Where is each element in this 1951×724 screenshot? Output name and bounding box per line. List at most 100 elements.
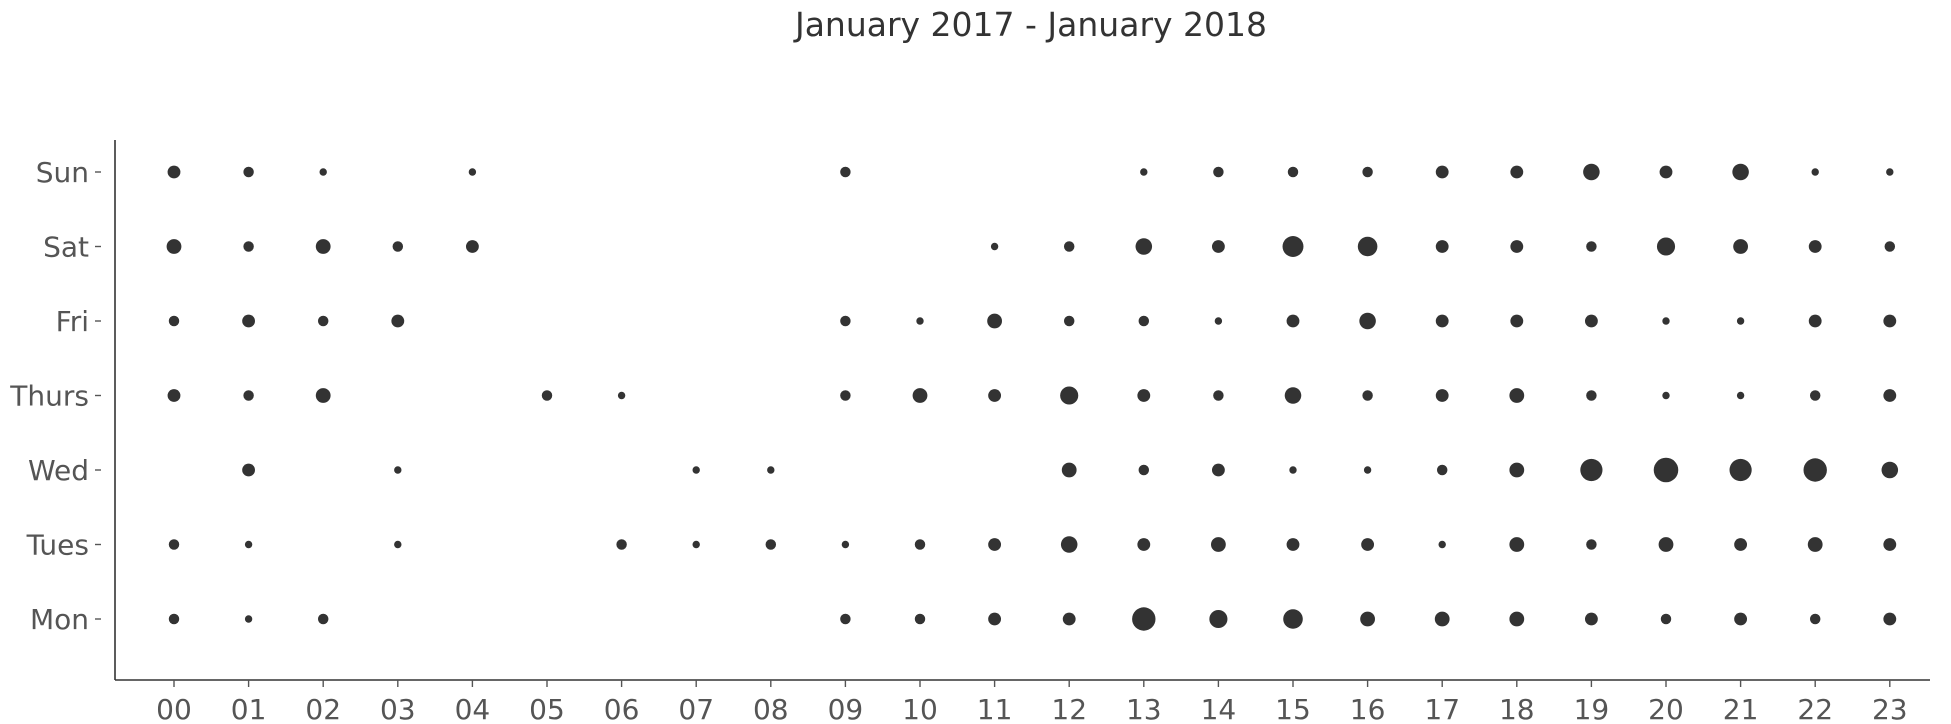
y-tick-label: Sat — [43, 231, 89, 264]
x-tick-label: 19 — [1574, 693, 1610, 724]
data-point — [1363, 466, 1372, 474]
data-point — [1211, 240, 1225, 253]
x-tick-label: 15 — [1275, 693, 1311, 724]
data-point — [1509, 388, 1525, 403]
data-point — [315, 388, 331, 403]
data-point — [1734, 612, 1748, 626]
data-point — [841, 540, 850, 549]
data-point — [541, 390, 553, 401]
x-tick-label: 05 — [529, 693, 565, 724]
data-point — [1362, 166, 1373, 178]
data-point — [1435, 389, 1449, 402]
data-point — [990, 242, 999, 251]
data-point — [1436, 464, 1448, 476]
data-point — [243, 166, 254, 178]
data-point — [465, 240, 479, 253]
x-tick-label: 23 — [1872, 693, 1908, 724]
data-point — [1883, 538, 1897, 551]
data-point — [1435, 165, 1449, 179]
data-point — [244, 540, 253, 549]
data-point — [840, 390, 851, 401]
data-point — [244, 615, 253, 623]
x-tick-label: 21 — [1723, 693, 1759, 724]
y-tick-label: Mon — [30, 603, 89, 636]
x-axis-ticks: 00 01 02 03 04 05 06 07 08 09 10 11 12 13 14 15 16 17 18 19… — [156, 680, 1908, 724]
data-point — [1662, 391, 1670, 400]
data-point — [1287, 166, 1299, 178]
data-point — [1286, 538, 1300, 551]
x-tick-label: 09 — [828, 693, 864, 724]
data-point — [1062, 612, 1076, 626]
data-point — [1736, 391, 1745, 400]
data-points — [166, 163, 1899, 631]
data-point — [1656, 237, 1676, 256]
data-point — [167, 389, 181, 402]
x-tick-label: 14 — [1201, 693, 1237, 724]
y-tick-label: Fri — [56, 305, 89, 338]
data-point — [167, 165, 181, 179]
y-axis-ticks: Mon Tues Wed Thurs Fri Sat Sun — [9, 156, 101, 636]
data-point — [1060, 386, 1079, 405]
data-point — [840, 166, 851, 178]
data-point — [1213, 166, 1224, 178]
data-point — [1213, 390, 1224, 401]
data-point — [242, 463, 256, 477]
data-point — [1881, 461, 1899, 479]
data-point — [617, 391, 626, 400]
data-point — [1807, 537, 1823, 552]
x-tick-label: 02 — [305, 693, 341, 724]
data-point — [1809, 390, 1821, 401]
data-point — [1732, 163, 1749, 181]
x-tick-label: 07 — [678, 693, 714, 724]
data-point — [1509, 462, 1525, 478]
data-point — [1211, 537, 1226, 552]
data-point — [168, 315, 180, 327]
data-point — [1509, 537, 1525, 552]
x-tick-label: 10 — [902, 693, 938, 724]
data-point — [1510, 240, 1524, 253]
data-point — [1510, 314, 1524, 328]
data-point — [1063, 315, 1075, 327]
data-point — [317, 613, 329, 625]
data-point — [394, 540, 402, 549]
data-point — [616, 539, 627, 550]
data-point — [1137, 538, 1151, 551]
data-point — [1361, 538, 1375, 551]
data-point — [1434, 611, 1450, 627]
data-point — [319, 168, 327, 176]
x-tick-label: 03 — [380, 693, 416, 724]
data-point — [1286, 314, 1300, 328]
data-point — [1060, 536, 1078, 553]
data-point — [1138, 464, 1150, 476]
data-point — [692, 466, 700, 474]
data-point — [914, 613, 926, 625]
data-point — [1653, 457, 1679, 483]
data-point — [1135, 238, 1153, 255]
x-tick-label: 00 — [156, 693, 192, 724]
data-point — [1586, 390, 1597, 401]
data-point — [1809, 613, 1821, 625]
data-point — [1883, 389, 1897, 402]
data-point — [1137, 389, 1151, 402]
data-point — [1736, 317, 1745, 325]
data-point — [1660, 613, 1672, 625]
data-point — [1061, 462, 1077, 478]
data-point — [168, 613, 180, 625]
data-point — [392, 241, 404, 252]
data-point — [1659, 165, 1673, 179]
data-point — [912, 388, 928, 403]
x-tick-label: 06 — [604, 693, 640, 724]
data-point — [1138, 315, 1150, 327]
data-point — [988, 389, 1002, 402]
data-point — [840, 315, 851, 327]
x-tick-label: 16 — [1350, 693, 1386, 724]
data-point — [840, 613, 851, 625]
data-point — [1586, 539, 1597, 550]
data-point — [243, 390, 254, 401]
data-point — [468, 168, 477, 176]
data-point — [1438, 540, 1446, 549]
x-tick-label: 18 — [1499, 693, 1535, 724]
y-tick-label: Sun — [36, 156, 89, 189]
data-point — [1284, 387, 1302, 404]
